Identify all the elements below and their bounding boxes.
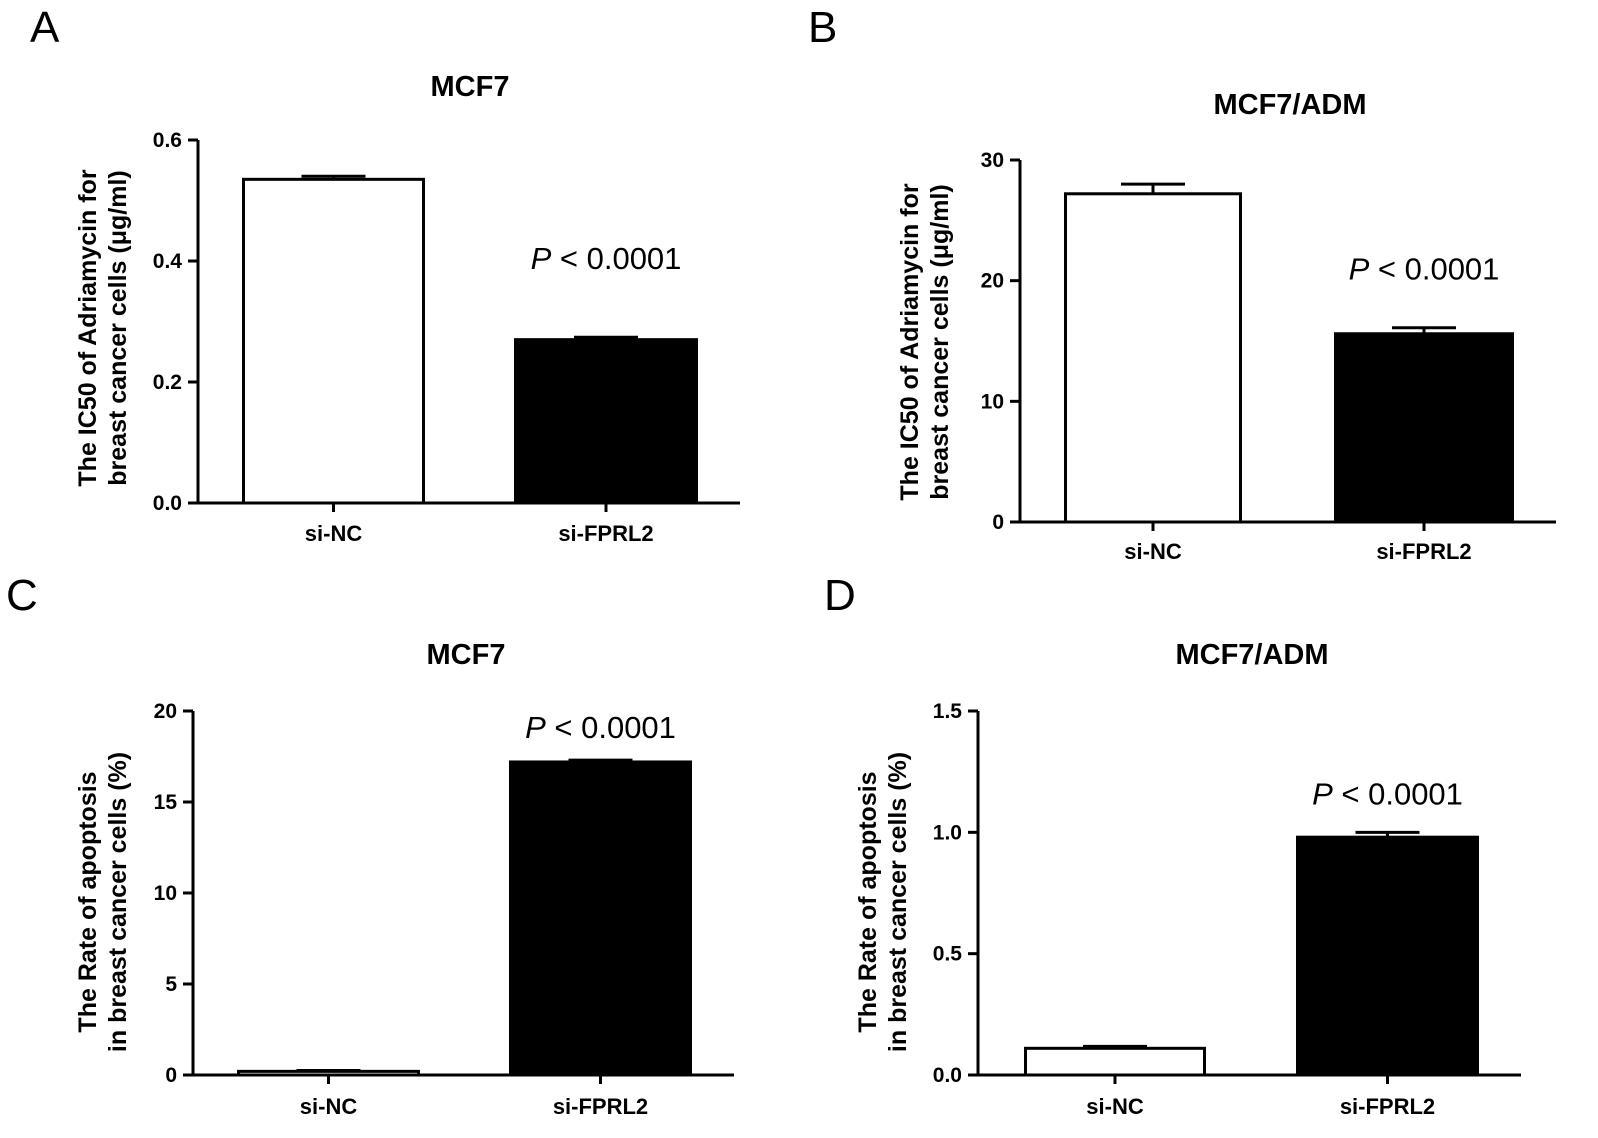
bar-d-0 xyxy=(1024,1046,1206,1077)
category-label-a-0: si-NC xyxy=(305,521,363,546)
y-tick-label-a: 0.4 xyxy=(153,250,183,273)
bar-b-1 xyxy=(1334,332,1514,524)
plot-area-b: 0 10 20 30 si-NC si-FPRL2 P < 0.0001 xyxy=(981,149,1556,564)
plot-area-a: 0.0 0.2 0.4 0.6 si-NC si-FPRL2 P < 0.0001 xyxy=(153,129,740,546)
y-tick-label-b: 30 xyxy=(981,149,1004,172)
y-axis-label-b-line2: breast cancer cells (μg/ml) xyxy=(926,184,954,499)
bar-d-1 xyxy=(1296,835,1479,1077)
p-value-annotation-c: P < 0.0001 xyxy=(525,710,676,745)
bar-c-1 xyxy=(509,760,692,1077)
y-tick-label-b: 0 xyxy=(992,511,1004,534)
panel-letter-a: A xyxy=(30,3,60,52)
y-tick-label-a: 0.0 xyxy=(153,492,182,515)
panel-d: D MCF7/ADM The Rate of apoptosis in brea… xyxy=(824,571,1521,1119)
category-label-d-1: si-FPRL2 xyxy=(1340,1094,1435,1119)
chart-title-c: MCF7 xyxy=(427,639,506,671)
p-symbol-a: P xyxy=(531,241,552,276)
category-label-d-0: si-NC xyxy=(1086,1094,1144,1119)
y-tick-label-d: 0.0 xyxy=(933,1064,962,1087)
p-symbol-b: P xyxy=(1349,252,1370,287)
panel-b: B MCF7/ADM The IC50 of Adriamycin for br… xyxy=(808,3,1556,564)
chart-title-d: MCF7/ADM xyxy=(1175,639,1328,671)
p-value-text-d: < 0.0001 xyxy=(1333,776,1463,811)
y-axis-label-c-line2: in breast cancer cells (%) xyxy=(104,752,132,1052)
p-value-annotation-d: P < 0.0001 xyxy=(1312,776,1463,811)
category-label-b-0: si-NC xyxy=(1124,539,1182,564)
chart-title-b: MCF7/ADM xyxy=(1213,89,1366,121)
y-tick-label-b: 10 xyxy=(981,390,1004,413)
panel-letter-b: B xyxy=(808,3,837,52)
bar-a-1 xyxy=(514,338,698,505)
category-label-a-1: si-FPRL2 xyxy=(558,521,653,546)
y-axis-label-a-line1: The IC50 of Adriamycin for xyxy=(74,169,102,486)
y-tick-label-d: 0.5 xyxy=(933,943,963,966)
y-axis-label-b-line1: The IC50 of Adriamycin for xyxy=(896,183,924,500)
panel-letter-d: D xyxy=(824,571,856,620)
panel-c: C MCF7 The Rate of apoptosis in breast c… xyxy=(6,571,734,1119)
bar-b-0 xyxy=(1064,192,1242,524)
p-value-text-a: < 0.0001 xyxy=(551,241,681,276)
y-axis-label-d-line1: The Rate of apoptosis xyxy=(854,771,882,1032)
category-label-b-1: si-FPRL2 xyxy=(1376,539,1471,564)
plot-area-c: 0 5 10 15 20 si-NC si-FPRL2 P < 0.0001 xyxy=(154,700,734,1119)
y-tick-label-c: 10 xyxy=(154,882,177,905)
y-axis-label-c-line1: The Rate of apoptosis xyxy=(74,771,102,1032)
category-label-c-0: si-NC xyxy=(300,1094,358,1119)
panel-a: A MCF7 The IC50 of Adriamycin for breast… xyxy=(30,3,740,546)
p-value-annotation-a: P < 0.0001 xyxy=(531,241,682,276)
category-label-c-1: si-FPRL2 xyxy=(553,1094,648,1119)
p-symbol-c: P xyxy=(525,710,546,745)
panel-letter-c: C xyxy=(6,571,38,620)
p-symbol-d: P xyxy=(1312,776,1333,811)
y-tick-label-c: 20 xyxy=(154,700,177,723)
chart-title-a: MCF7 xyxy=(431,71,510,103)
y-tick-label-a: 0.2 xyxy=(153,371,182,394)
y-tick-label-c: 0 xyxy=(165,1064,177,1087)
y-tick-label-c: 15 xyxy=(154,791,178,814)
y-tick-label-a: 0.6 xyxy=(153,129,182,152)
y-axis-label-d-line2: in breast cancer cells (%) xyxy=(884,752,912,1052)
plot-area-d: 0.0 0.5 1.0 1.5 si-NC si-FPRL2 P < 0.0001 xyxy=(933,700,1521,1119)
y-tick-label-d: 1.0 xyxy=(933,821,962,844)
y-axis-label-a-line2: breast cancer cells (μg/ml) xyxy=(104,170,132,485)
p-value-annotation-b: P < 0.0001 xyxy=(1349,252,1500,287)
y-tick-label-c: 5 xyxy=(165,973,177,996)
p-value-text-c: < 0.0001 xyxy=(546,710,676,745)
y-tick-label-d: 1.5 xyxy=(933,700,963,723)
y-tick-label-b: 20 xyxy=(981,270,1004,293)
bar-a-0 xyxy=(242,177,425,505)
p-value-text-b: < 0.0001 xyxy=(1369,252,1499,287)
